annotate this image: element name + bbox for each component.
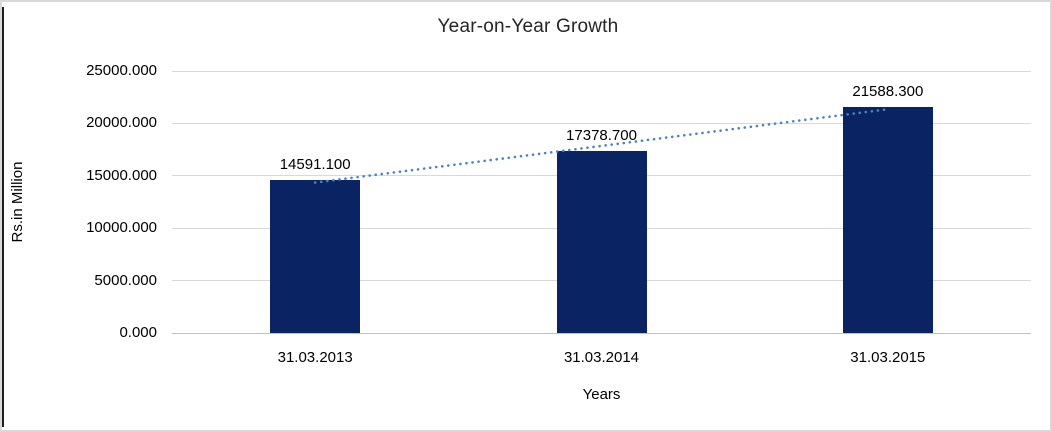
- left-border-line: [2, 7, 4, 427]
- bar-31.03.2015: [842, 106, 933, 333]
- y-tick-label: 20000.000: [86, 114, 157, 132]
- y-tick-label: 0.000: [119, 324, 157, 341]
- y-tick-label: 5000.000: [94, 271, 157, 289]
- gridline: [172, 70, 1031, 72]
- trendline-dotted: [313, 107, 890, 184]
- plot-area: 14591.100 17378.700 21588.300: [172, 70, 1031, 334]
- x-tick-label: 31.03.2015: [850, 349, 926, 366]
- bar-value-label: 21588.300: [852, 82, 924, 100]
- y-tick-label: 10000.000: [86, 219, 157, 237]
- bar-value-label: 14591.100: [279, 156, 351, 174]
- bar-value-label: 17378.700: [566, 126, 637, 144]
- bar-31.03.2013: [270, 180, 361, 333]
- x-tick-label: 31.03.2013: [277, 349, 353, 366]
- chart-title: Year-on-Year Growth: [437, 16, 619, 37]
- y-tick-label: 15000.000: [86, 166, 157, 184]
- x-tick-label: 31.03.2014: [563, 349, 640, 366]
- y-tick-label: 25000.000: [86, 62, 157, 79]
- gridline: [172, 122, 1031, 124]
- bar-31.03.2014: [556, 150, 647, 333]
- x-axis-title: Years: [582, 386, 621, 403]
